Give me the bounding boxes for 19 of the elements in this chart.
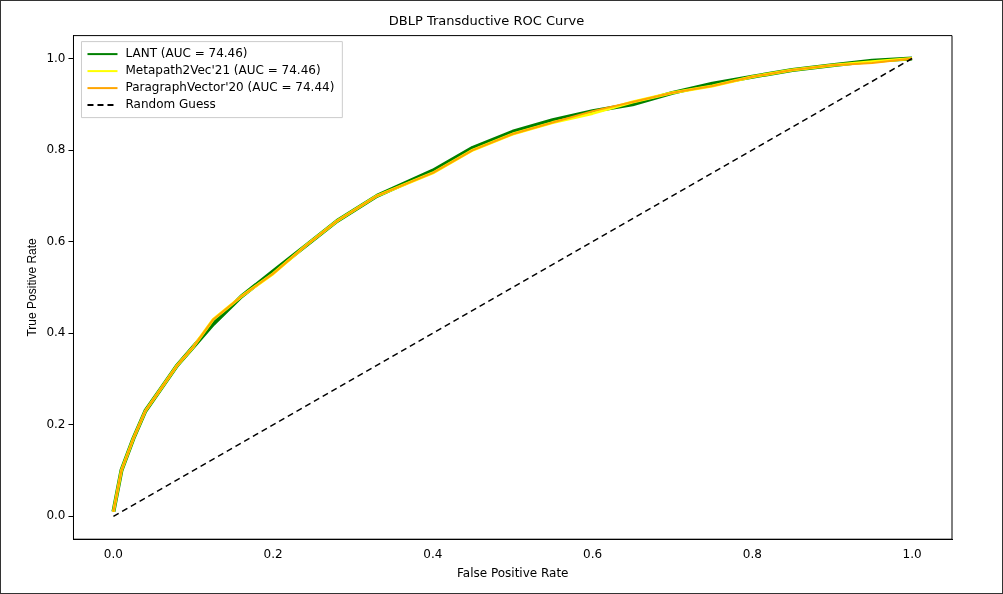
x-tick-label: 0.4 — [423, 546, 443, 561]
legend-label: Metapath2Vec'21 (AUC = 74.46) — [125, 63, 321, 78]
legend-label: ParagraphVector'20 (AUC = 74.44) — [125, 80, 335, 95]
x-tick-label: 1.0 — [902, 546, 922, 561]
legend-label: Random Guess — [125, 97, 216, 112]
chart-title: DBLP Transductive ROC Curve — [388, 13, 585, 29]
x-tick-label: 0.6 — [583, 546, 603, 561]
x-tick-label: 0.8 — [742, 546, 762, 561]
y-tick-label: 0.0 — [46, 508, 66, 523]
y-tick-label: 0.8 — [46, 142, 66, 157]
y-tick-label: 0.4 — [46, 325, 66, 340]
x-axis-title: False Positive Rate — [456, 565, 569, 580]
legend-label: LANT (AUC = 74.46) — [125, 46, 248, 61]
y-tick-label: 1.0 — [46, 50, 66, 65]
y-tick-label: 0.2 — [46, 416, 66, 431]
y-tick-label: 0.6 — [46, 233, 66, 248]
y-axis-title: True Positive Rate — [24, 237, 39, 337]
x-tick-label: 0.0 — [103, 546, 123, 561]
x-tick-label: 0.2 — [263, 546, 283, 561]
